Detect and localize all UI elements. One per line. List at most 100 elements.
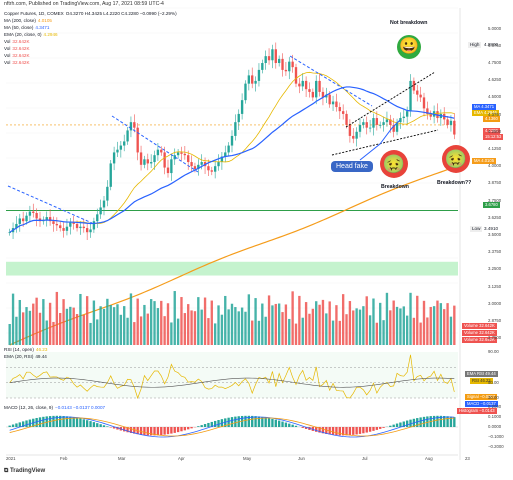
volume-bar <box>149 299 153 345</box>
macd-histogram-bar <box>338 427 341 436</box>
macd-histogram-bar <box>284 422 288 427</box>
vol-legend-4: Vol 32.642K <box>4 60 30 65</box>
candle-body <box>48 217 52 222</box>
volume-bar <box>200 309 203 345</box>
candle-body <box>139 152 143 165</box>
macd-histogram-bar <box>207 422 210 427</box>
macd-histogram-bar <box>126 427 129 433</box>
candle-body <box>59 225 62 229</box>
macd-histogram-bar <box>59 415 62 427</box>
macd-histogram-bar <box>116 427 119 430</box>
candle-body <box>422 97 426 109</box>
volume-bar <box>416 295 419 345</box>
candle-body <box>419 94 422 98</box>
macd-histogram-bar <box>146 427 149 436</box>
candle-body <box>123 141 126 146</box>
candle-body <box>126 130 129 142</box>
volume-bar <box>237 311 240 345</box>
volume-bar <box>254 298 257 345</box>
volume-bar <box>294 323 298 345</box>
candle-body <box>149 162 153 164</box>
price-tick-label: 4.6250 <box>488 77 502 83</box>
volume-bar <box>48 302 52 345</box>
candle-body <box>274 49 277 64</box>
price-tick-label: 2.8750 <box>488 317 502 323</box>
volume-bar <box>62 299 65 345</box>
macd-histogram-bar <box>301 427 304 428</box>
tradingview-logo: ⧉ TradingView <box>4 468 46 474</box>
volume-bar <box>69 306 72 345</box>
price-tick-label: 3.1250 <box>488 283 502 289</box>
volume-bar <box>18 299 21 345</box>
x-tick-label: Feb <box>60 456 68 461</box>
ma50-tag: MA 4.3471 <box>472 104 497 110</box>
candle-body <box>264 56 267 64</box>
macd-histogram-bar <box>443 415 446 427</box>
macd-histogram-bar <box>267 418 271 427</box>
macd-histogram-bar <box>163 427 166 435</box>
macd-histogram-bar <box>210 421 213 427</box>
volume-bar <box>311 308 315 345</box>
macd-tick-label: 0.1000 <box>488 414 502 419</box>
candle-body <box>304 80 308 90</box>
macd-histogram-bar <box>166 427 170 435</box>
candle-body <box>254 80 257 84</box>
volume-bar <box>106 298 109 345</box>
volume-bar <box>368 315 372 345</box>
macd-histogram-bar <box>281 421 284 427</box>
rsi-tick-label: 30.00 <box>488 395 499 400</box>
price-tick-label: 2.7500 <box>488 335 502 341</box>
macd-histogram-bar <box>439 415 443 427</box>
sick-face-icon: 🤢 <box>380 150 408 178</box>
not-breakdown-label: Not breakdown <box>390 20 428 26</box>
macd-histogram-bar <box>419 417 422 427</box>
candle-body <box>15 223 18 229</box>
volume-bar <box>220 314 224 345</box>
volume-bar <box>436 300 439 345</box>
candle-body <box>160 149 163 153</box>
volume-bar <box>143 304 146 345</box>
macd-histogram-bar <box>453 417 456 427</box>
macd-histogram-bar <box>244 415 247 427</box>
candle-body <box>166 167 170 174</box>
candle-body <box>28 211 32 216</box>
volume-bar <box>257 320 261 345</box>
candle-body <box>234 122 237 136</box>
macd-histogram-bar <box>72 417 75 427</box>
support-zone <box>6 261 458 276</box>
volume-bar <box>308 313 311 345</box>
candle-body <box>261 63 264 70</box>
candle-body <box>133 122 136 128</box>
macd-histogram-bar <box>251 415 254 427</box>
volume-bar <box>65 308 69 345</box>
macd-histogram-bar <box>416 418 419 427</box>
candle-body <box>32 211 35 213</box>
candle-body <box>119 145 123 150</box>
candle-body <box>112 152 116 164</box>
macd-histogram-bar <box>180 427 183 432</box>
volume-bar <box>429 306 432 345</box>
volume-bar <box>79 293 82 345</box>
source-line: nftrh.com, Published on TradingView.com,… <box>4 1 164 7</box>
candle-body <box>331 101 335 105</box>
x-tick-label: 23 <box>465 456 470 461</box>
volume-bar <box>247 294 251 345</box>
candle-body <box>298 83 301 87</box>
volume-bar <box>112 307 116 345</box>
volume-bar <box>453 305 456 345</box>
volume-bar <box>102 308 106 345</box>
macd-histogram-bar <box>21 421 25 427</box>
volume-bar <box>426 317 429 345</box>
volume-bar <box>234 307 237 345</box>
macd-histogram-bar <box>156 427 160 436</box>
macd-histogram-bar <box>153 427 156 436</box>
volume-bar <box>382 320 385 345</box>
macd-histogram-bar <box>291 424 294 427</box>
price-tick-label: 4.5000 <box>488 94 502 100</box>
candle-body <box>446 119 449 125</box>
volume-bar <box>375 322 379 345</box>
volume-bar <box>8 324 11 345</box>
macd-histogram-bar <box>304 427 308 429</box>
x-tick-label: Apr <box>178 456 185 461</box>
volume-bar <box>432 306 436 345</box>
